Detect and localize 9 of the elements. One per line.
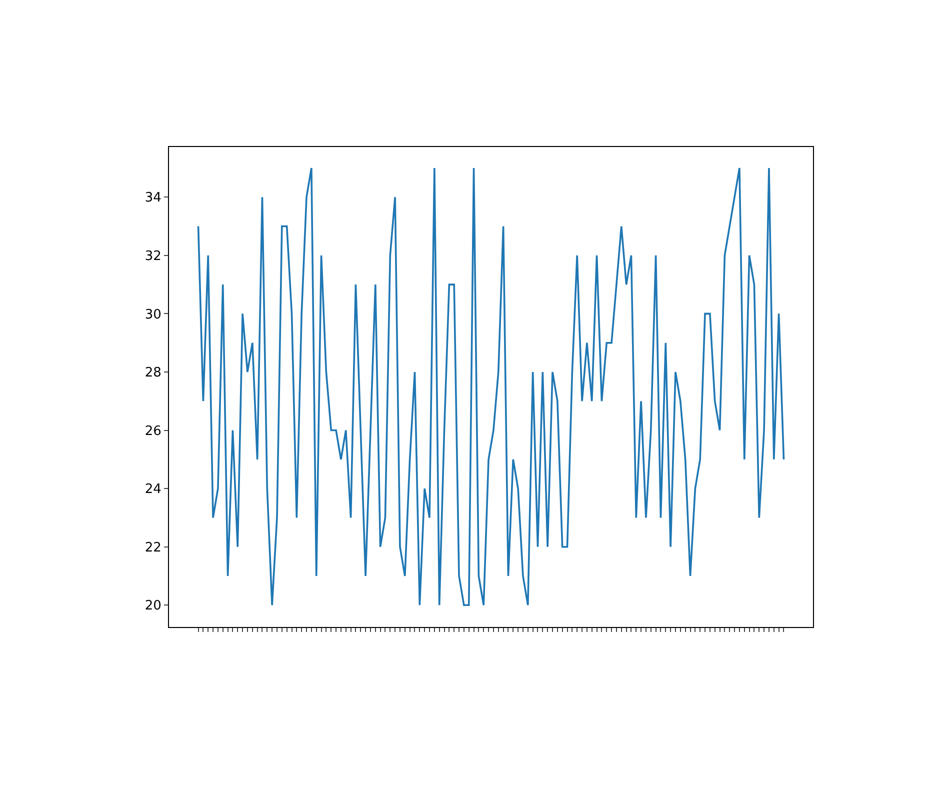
line-series <box>197 167 785 606</box>
y-tick-label: 26 <box>144 424 162 439</box>
y-tick-label: 22 <box>144 540 162 556</box>
y-tick-label: 24 <box>144 482 162 498</box>
y-tick-label: 30 <box>144 307 162 322</box>
y-tick-label: 34 <box>144 190 162 206</box>
y-tick-label: 20 <box>144 598 162 614</box>
y-tick-label: 28 <box>144 366 162 381</box>
y-tick-label: 32 <box>144 248 162 264</box>
